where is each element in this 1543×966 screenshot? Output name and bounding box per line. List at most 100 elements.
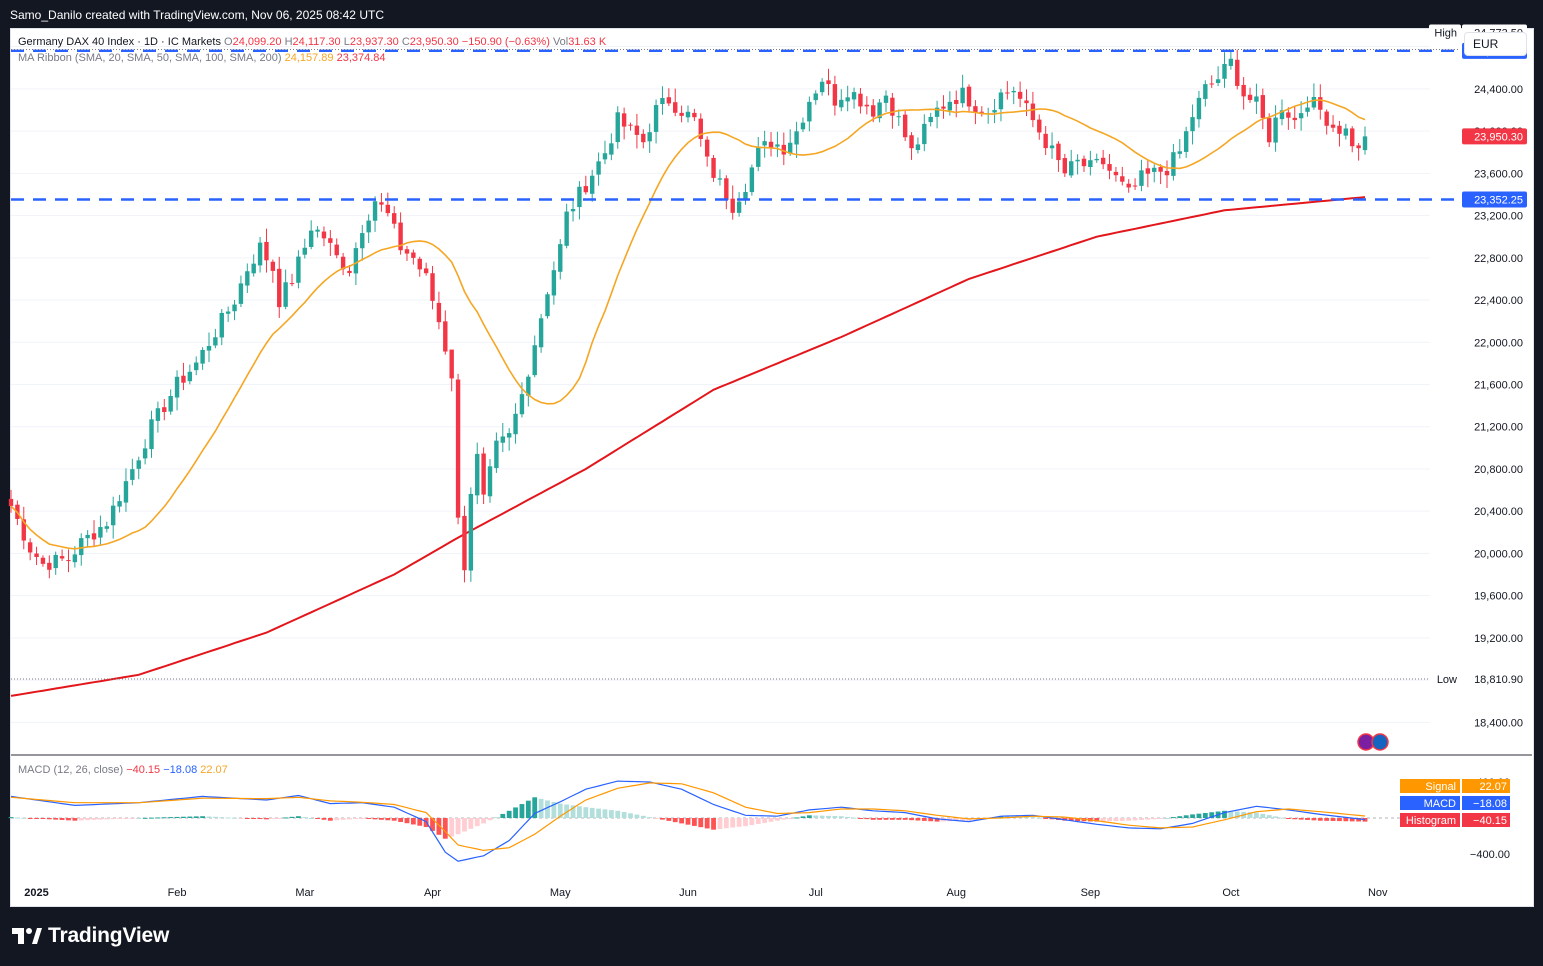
- macd-histogram-bar: [787, 818, 793, 819]
- candle-body: [321, 231, 327, 239]
- candle-body: [1037, 119, 1042, 133]
- legend-macd-row: MACD (12, 26, close) −40.15 −18.08 22.07: [18, 764, 228, 776]
- macd-histogram-bar: [1292, 818, 1298, 820]
- macd-histogram-bar: [755, 818, 761, 824]
- macd-histogram-bar: [1030, 817, 1036, 819]
- macd-histogram-bar: [404, 818, 410, 824]
- candle: [1183, 126, 1189, 158]
- macd-histogram-bar: [468, 818, 474, 829]
- candle: [85, 530, 90, 548]
- candle-body: [1254, 96, 1259, 102]
- candle-body: [1330, 124, 1336, 128]
- candle-body: [998, 92, 1004, 110]
- macd-histogram-bar: [666, 818, 672, 821]
- candle: [404, 245, 410, 261]
- candle-body: [1107, 164, 1112, 171]
- candle-body: [532, 345, 537, 376]
- macd-histogram-bar: [1362, 818, 1368, 822]
- currency-button[interactable]: EUR: [1464, 32, 1527, 56]
- legend-ma-row: MA Ribbon (SMA, 20, SMA, 50, SMA, 100, S…: [18, 52, 386, 64]
- candle-body: [110, 505, 116, 526]
- candle: [142, 439, 148, 465]
- candle: [245, 263, 250, 293]
- candle: [692, 108, 697, 122]
- candle-body: [736, 201, 742, 213]
- macd-histogram-bar: [545, 800, 550, 818]
- x-tick-label: Jun: [679, 887, 697, 899]
- candle-body: [813, 93, 818, 101]
- macd-histogram-bar: [40, 818, 46, 819]
- macd-histogram-bar: [1222, 810, 1227, 818]
- candle-body: [1158, 167, 1163, 172]
- candle-body: [1088, 160, 1093, 168]
- high-label-tag-bg: [1429, 24, 1461, 41]
- x-tick-label: Apr: [424, 887, 441, 899]
- macd-histogram-bar: [66, 818, 71, 821]
- candle-body: [315, 229, 320, 232]
- macd-histogram-bar: [902, 818, 908, 820]
- candle-body: [928, 116, 933, 123]
- macd-histogram-bar: [660, 818, 665, 820]
- candle-body: [1273, 117, 1278, 143]
- low-value-tag-text: 18,810.90: [1474, 674, 1523, 686]
- sma200-line: [10, 196, 1366, 697]
- candle: [21, 506, 26, 550]
- candle-body: [219, 312, 224, 338]
- candle: [411, 249, 416, 265]
- candle: [1190, 104, 1195, 145]
- candle-body: [519, 394, 525, 415]
- candle-body: [1139, 170, 1144, 186]
- macd-macd-tag-label-bg: [1400, 796, 1460, 810]
- last-price-tag-text: 23,950.30: [1474, 131, 1523, 143]
- legend-open: 24,099.20: [232, 36, 282, 48]
- legend-macd-signal: 22.07: [200, 764, 228, 776]
- candle-body: [27, 542, 33, 553]
- candle: [136, 456, 141, 480]
- candle-body: [1292, 117, 1297, 121]
- candle-body: [206, 345, 212, 351]
- x-tick-label: Aug: [946, 887, 966, 899]
- candle-body: [922, 123, 927, 145]
- macd-signal-tag: Signal 22.07: [1400, 779, 1510, 793]
- macd-histogram-bar: [14, 817, 20, 819]
- macd-histogram-bar: [1254, 812, 1259, 818]
- tradingview-logo[interactable]: TradingView: [12, 924, 169, 947]
- credit-text: Samo_Danilo created with TradingView.com…: [10, 8, 384, 22]
- macd-histogram-bar: [800, 816, 806, 818]
- candle-body: [526, 376, 531, 396]
- legend-macd-hist: −40.15: [126, 764, 161, 776]
- candle-body: [1241, 84, 1246, 97]
- candle: [1356, 143, 1361, 161]
- candle: [1222, 52, 1227, 88]
- candle-body: [142, 448, 148, 459]
- candle-body: [404, 249, 410, 254]
- macd-histogram-bar: [334, 818, 340, 821]
- candle-body: [79, 538, 84, 556]
- macd-histogram-bar: [691, 818, 697, 826]
- candle-body: [762, 141, 767, 146]
- candle: [8, 489, 14, 513]
- macd-histogram-bar: [806, 815, 812, 818]
- macd-histogram-bar: [1100, 818, 1106, 822]
- candle: [673, 88, 678, 117]
- candle-body: [1069, 161, 1074, 176]
- candle-body: [1049, 145, 1055, 149]
- candle: [1286, 107, 1291, 130]
- candle-body: [698, 118, 703, 139]
- candle-body: [577, 186, 582, 208]
- macd-histogram-bar: [1151, 818, 1157, 820]
- macd-histogram-bar: [743, 818, 748, 827]
- macd-histogram-bar: [449, 818, 455, 837]
- candle-body: [570, 208, 576, 212]
- macd-histogram-bar: [1036, 817, 1042, 819]
- y-tick-label: 23,600.00: [1474, 168, 1523, 180]
- macd-histogram-bar: [1049, 818, 1055, 820]
- candle-body: [647, 132, 652, 142]
- candle-body: [628, 124, 633, 126]
- candle-body: [660, 98, 665, 105]
- candle-body: [1286, 112, 1291, 118]
- candle: [194, 356, 199, 376]
- candle-body: [589, 175, 595, 194]
- candle: [79, 533, 84, 566]
